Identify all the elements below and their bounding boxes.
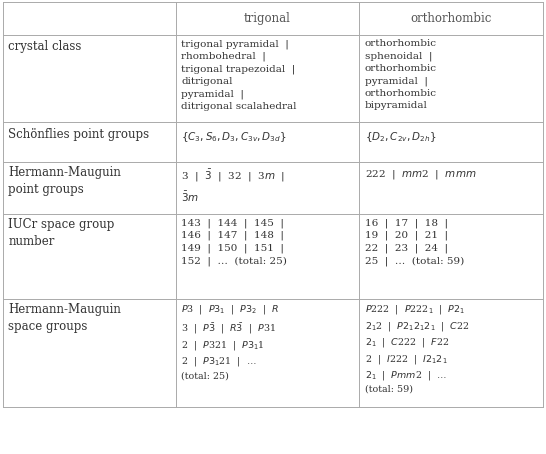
Text: Schönflies point groups: Schönflies point groups (8, 128, 149, 141)
Text: $\{C_3, S_6, D_3, C_{3v}, D_{3d}\}$: $\{C_3, S_6, D_3, C_{3v}, D_{3d}\}$ (181, 130, 287, 144)
Text: 3  |  $\bar{3}$  |  32  |  3$m$  |
$\bar{3}m$: 3 | $\bar{3}$ | 32 | 3$m$ | $\bar{3}m$ (181, 168, 285, 204)
Text: Hermann-Mauguin
space groups: Hermann-Mauguin space groups (8, 303, 121, 333)
Text: crystal class: crystal class (8, 40, 81, 53)
Text: trigonal: trigonal (244, 12, 291, 25)
Text: IUCr space group
number: IUCr space group number (8, 218, 115, 248)
Text: $\{D_2, C_{2v}, D_{2h}\}$: $\{D_2, C_{2v}, D_{2h}\}$ (365, 130, 436, 144)
Text: Hermann-Mauguin
point groups: Hermann-Mauguin point groups (8, 166, 121, 197)
Text: 16  |  17  |  18  |
19  |  20  |  21  |
22  |  23  |  24  |
25  |  …  (total: 59: 16 | 17 | 18 | 19 | 20 | 21 | 22 | 23 | … (365, 218, 464, 266)
Text: $P$3  |  $P3_1$  |  $P3_2$  |  $R$
3  |  $P\bar{3}$  |  $R\bar{3}$  |  $P$31
2  : $P$3 | $P3_1$ | $P3_2$ | $R$ 3 | $P\bar{… (181, 303, 279, 380)
Text: orthorhombic
sphenoidal  |
orthorhombic
pyramidal  |
orthorhombic
bipyramidal: orthorhombic sphenoidal | orthorhombic p… (365, 39, 437, 110)
Text: trigonal pyramidal  |
rhombohedral  |
trigonal trapezoidal  |
ditrigonal
pyramid: trigonal pyramidal | rhombohedral | trig… (181, 39, 296, 111)
Text: 222  |  $mm$2  |  $mmm$: 222 | $mm$2 | $mmm$ (365, 168, 477, 181)
Text: orthorhombic: orthorhombic (411, 12, 492, 25)
Text: 143  |  144  |  145  |
146  |  147  |  148  |
149  |  150  |  151  |
152  |  …  : 143 | 144 | 145 | 146 | 147 | 148 | 149 … (181, 218, 287, 266)
Text: $P$222  |  $P$222$_1$  |  $P2_1$
$2_1$2  |  $P2_12_12_1$  |  $C$22
$2_1$  |  $C$: $P$222 | $P$222$_1$ | $P2_1$ $2_1$2 | $P… (365, 303, 470, 394)
